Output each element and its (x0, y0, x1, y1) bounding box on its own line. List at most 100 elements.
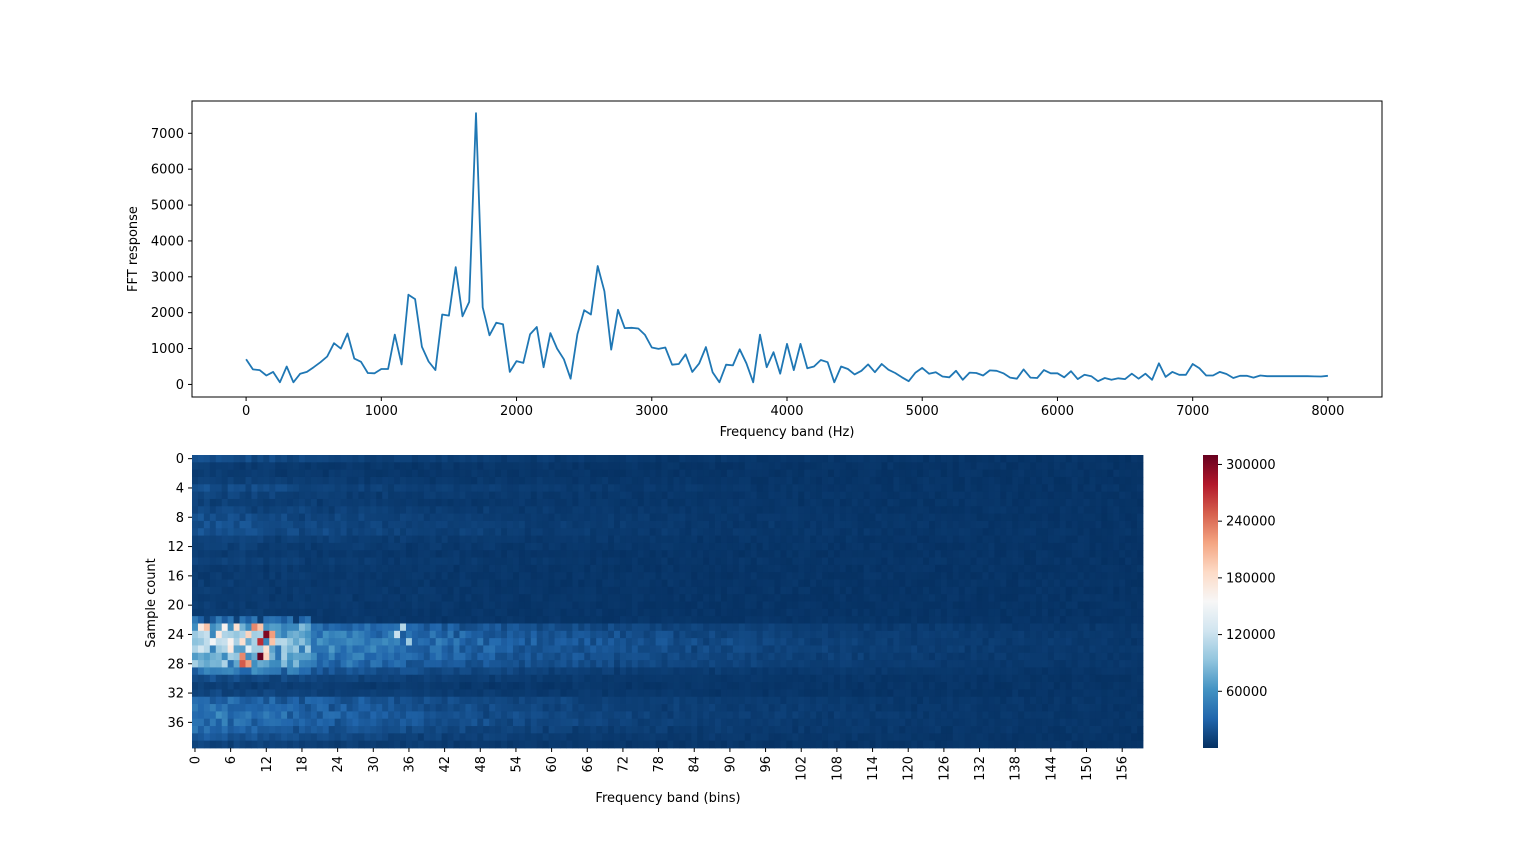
heatmap-cell (738, 491, 746, 500)
heatmap-cell (1137, 550, 1144, 558)
heatmap-cell (691, 616, 698, 624)
heatmap-cell (322, 660, 330, 668)
heatmap-cell (269, 506, 276, 514)
heatmap-cell (857, 469, 865, 478)
heatmap-cell (227, 608, 234, 617)
heatmap-cell (1077, 557, 1084, 566)
heatmap-cell (1083, 535, 1090, 544)
heatmap-cell (507, 579, 514, 588)
heatmap-cell (572, 638, 579, 646)
heatmap-cell (958, 667, 966, 676)
heatmap-cell (257, 579, 264, 588)
heatmap-cell (994, 476, 1001, 485)
heatmap-cell (566, 557, 573, 566)
heatmap-cell (471, 484, 478, 493)
heatmap-cell (441, 601, 448, 610)
heatmap-cell (233, 564, 240, 573)
heatmap-cell (423, 579, 431, 588)
heatmap-cell (917, 623, 924, 632)
heatmap-cell (1012, 484, 1019, 493)
heatmap-cell (1041, 491, 1049, 500)
heatmap-cell (192, 645, 199, 654)
heatmap-cell (1000, 506, 1007, 514)
heatmap-cell (287, 601, 294, 610)
heatmap-cell (1083, 469, 1090, 478)
heatmap-cell (328, 469, 336, 478)
heatmap-cell (429, 674, 437, 683)
heatmap-cell (1012, 550, 1019, 558)
heatmap-cell (275, 645, 282, 654)
heatmap-cell (822, 586, 829, 595)
heatmap-cell (1059, 674, 1067, 683)
heatmap-cell (596, 542, 603, 551)
heatmap-cell (1030, 469, 1037, 478)
heatmap-cell (459, 660, 466, 668)
heatmap-cell (715, 572, 722, 580)
heatmap-cell (744, 645, 752, 654)
heatmap-cell (798, 455, 805, 463)
heatmap-cell (590, 645, 597, 654)
heatmap-cell (358, 506, 365, 514)
heatmap-cell (614, 645, 621, 654)
heatmap-cell (602, 616, 609, 624)
heatmap-cell (1131, 623, 1138, 632)
heatmap-cell (1131, 645, 1138, 654)
heatmap-cell (203, 645, 211, 654)
heatmap-cell (495, 579, 502, 588)
heatmap-cell (233, 476, 240, 485)
heatmap-cell (192, 513, 199, 522)
heatmap-cell (536, 535, 544, 544)
heatmap-cell (703, 513, 710, 522)
heatmap-cell (905, 484, 912, 493)
heatmap-cell (893, 542, 900, 551)
heatmap-cell (637, 462, 645, 471)
heatmap-cell (934, 476, 942, 485)
heatmap-cell (1036, 557, 1043, 566)
heatmap-cell (833, 462, 841, 471)
heatmap-cell (364, 491, 371, 500)
heatmap-cell (554, 572, 561, 580)
heatmap-cell (221, 594, 229, 602)
heatmap-cell (334, 645, 341, 654)
heatmap-cell (245, 542, 252, 551)
heatmap-cell (340, 557, 347, 566)
heatmap-cell (352, 564, 359, 573)
heatmap-cell (471, 535, 478, 544)
heatmap-cell (869, 455, 876, 463)
heatmap-cell (750, 564, 758, 573)
heatmap-cell (263, 572, 270, 580)
heatmap-cell (417, 557, 425, 566)
heatmap-cell (845, 572, 853, 580)
heatmap-cell (453, 638, 460, 646)
heatmap-cell (1059, 608, 1067, 617)
heatmap-cell (857, 520, 865, 529)
heatmap-cell (411, 476, 419, 485)
heatmap-cell (1125, 455, 1132, 463)
heatmap-cell (923, 652, 930, 661)
heatmap-cell (934, 660, 942, 668)
heatmap-cell (310, 557, 318, 566)
heatmap-cell (536, 513, 544, 522)
heatmap-cell (774, 645, 781, 654)
heatmap-cell (293, 623, 300, 632)
heatmap-cell (572, 630, 579, 639)
heatmap-cell (762, 572, 769, 580)
heatmap-cell (709, 660, 716, 668)
heatmap-cell (192, 601, 199, 610)
heatmap-cell (691, 645, 698, 654)
heatmap-cell (1024, 616, 1031, 624)
heatmap-cell (970, 484, 977, 493)
heatmap-cell (786, 542, 793, 551)
heatmap-cell (709, 542, 716, 551)
heatmap-cell (994, 638, 1001, 646)
heatmap-cell (257, 652, 264, 661)
heatmap-cell (726, 645, 734, 654)
heatmap-cell (269, 491, 276, 500)
heatmap-cell (899, 616, 906, 624)
heatmap-cell (590, 623, 597, 632)
heatmap-cell (703, 645, 710, 654)
heatmap-cell (1041, 550, 1049, 558)
heatmap-cell (952, 674, 960, 683)
heatmap-cell (269, 476, 276, 485)
heatmap-cell (774, 660, 781, 668)
